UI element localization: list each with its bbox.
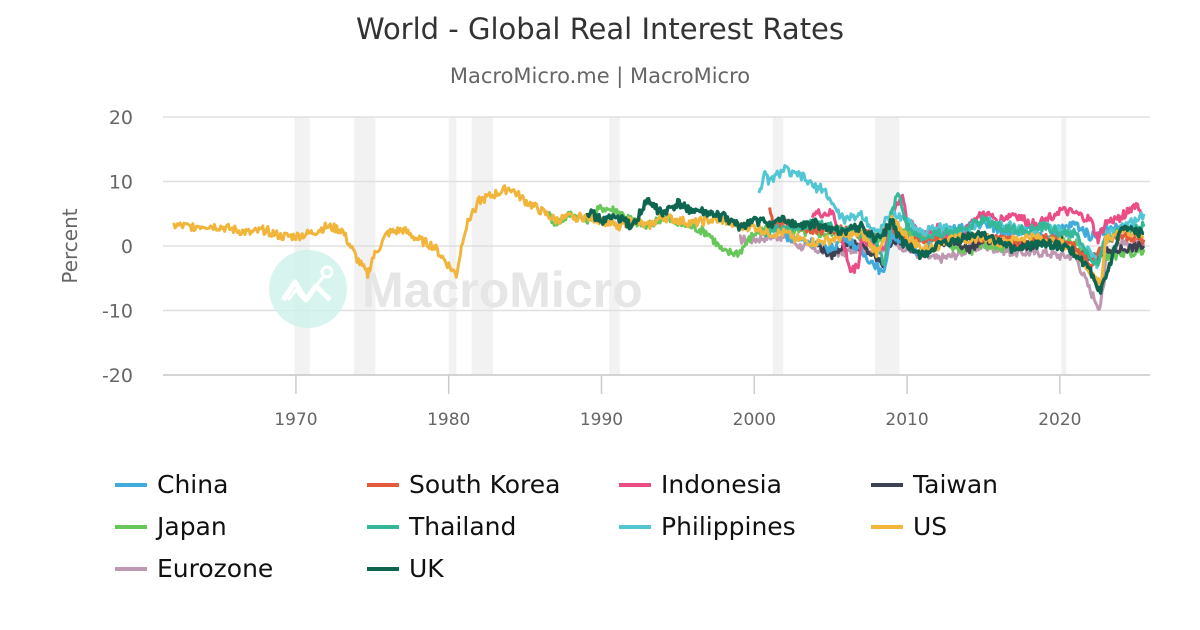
legend-item-china[interactable]: China	[115, 470, 228, 499]
legend-item-eurozone[interactable]: Eurozone	[115, 554, 273, 583]
x-tick-label: 2020	[1038, 410, 1081, 430]
chart-subtitle: MacroMicro.me | MacroMicro	[449, 64, 751, 88]
legend-label: UK	[409, 554, 444, 583]
legend-item-uk[interactable]: UK	[367, 554, 444, 583]
x-tick-label: 1970	[274, 410, 317, 430]
legend-label: Taiwan	[913, 470, 999, 499]
legend-label: Thailand	[409, 512, 517, 541]
y-tick-label: 0	[121, 236, 133, 258]
y-tick-label: -10	[102, 301, 133, 323]
y-tick-label: 10	[109, 172, 133, 194]
legend-label: Eurozone	[157, 554, 274, 583]
legend-swatch-icon	[367, 566, 399, 571]
watermark-logo-glyph-inner	[286, 287, 306, 301]
y-axis-label: Percent	[58, 208, 82, 283]
legend-item-japan[interactable]: Japan	[115, 512, 227, 541]
legend-swatch-icon	[871, 524, 903, 529]
watermark-logo-glyph	[280, 279, 332, 303]
watermark: MacroMicro	[269, 250, 643, 328]
y-tick-label: 20	[109, 107, 133, 129]
legend-swatch-icon	[115, 524, 147, 529]
x-tick-label: 2000	[733, 410, 776, 430]
series-lines	[172, 164, 1146, 311]
watermark-logo-link	[314, 275, 326, 287]
legend-swatch-icon	[619, 482, 651, 487]
chart-title: World - Global Real Interest Rates	[355, 12, 845, 46]
legend-label: South Korea	[409, 470, 561, 499]
legend-item-us[interactable]: US	[871, 512, 947, 541]
series-line-indonesia[interactable]	[810, 193, 1145, 275]
x-tick-label: 1980	[427, 410, 470, 430]
legend-swatch-icon	[871, 482, 903, 487]
legend-item-philippines[interactable]: Philippines	[619, 512, 796, 541]
legend-item-indonesia[interactable]: Indonesia	[619, 470, 782, 499]
legend-label: China	[157, 470, 229, 499]
legend-label: Philippines	[661, 512, 796, 541]
legend-swatch-icon	[367, 482, 399, 487]
series-line-uk[interactable]	[585, 196, 1145, 295]
legend-swatch-icon	[367, 524, 399, 529]
x-tick-label: 2010	[885, 410, 928, 430]
watermark-logo-icon	[269, 250, 347, 328]
watermark-text: MacroMicro	[362, 262, 643, 318]
legend-label: US	[913, 512, 948, 541]
legend-label: Indonesia	[661, 470, 782, 499]
y-tick-label: -20	[102, 365, 133, 387]
legend-item-thailand[interactable]: Thailand	[367, 512, 516, 541]
x-tick-label: 1990	[580, 410, 623, 430]
legend-item-south-korea[interactable]: South Korea	[367, 470, 560, 499]
watermark-logo-dot	[320, 265, 334, 279]
legend-swatch-icon	[115, 566, 147, 571]
legend-swatch-icon	[619, 524, 651, 529]
legend-label: Japan	[157, 512, 227, 541]
legend-item-taiwan[interactable]: Taiwan	[871, 470, 998, 499]
legend-swatch-icon	[115, 482, 147, 487]
